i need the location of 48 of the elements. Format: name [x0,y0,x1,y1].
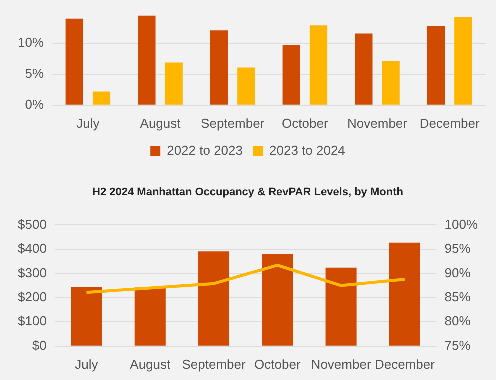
bar [355,34,373,105]
bar [310,26,328,105]
bar [454,17,472,105]
bar [262,254,294,346]
bar [282,45,300,105]
x-tick-label: October [282,116,329,131]
bar [138,16,156,105]
y-tick-label: $200 [18,290,47,304]
x-tick-label: October [254,356,302,372]
x-tick-label: July [76,116,100,131]
x-tick-label: August [130,356,171,372]
legend-label: 2022 to 2023 [167,143,243,158]
bar [326,268,357,346]
y-tick-label: $100 [18,314,47,329]
x-tick-label: November [348,116,408,131]
y-tick-label: $0 [32,338,47,353]
x-tick-label: July [75,356,99,372]
x-tick-label: November [311,356,372,372]
bar [92,92,111,105]
bar [134,288,166,346]
y2-tick-label: 95% [444,241,472,256]
bar [427,26,446,105]
bar [382,62,400,105]
y-tick-label: 0% [25,96,44,112]
y2-tick-label: 100% [444,216,478,232]
y-tick-label: 10% [18,35,44,50]
y-tick-label: $400 [18,241,47,256]
x-tick-label: September [201,116,266,131]
y2-tick-label: 85% [444,290,472,304]
x-tick-label: December [420,116,480,131]
bar [66,18,84,105]
y2-tick-label: 80% [444,314,472,329]
bar [389,242,420,346]
bar [210,30,228,105]
x-tick-label: August [140,116,182,131]
y2-tick-label: 75% [444,338,472,353]
y-tick-label: 5% [25,66,44,82]
x-tick-label: September [182,356,246,372]
x-tick-label: December [374,356,436,372]
legend-label: 2023 to 2024 [270,143,346,158]
bar [71,287,102,346]
y-tick-label: $500 [18,216,47,232]
y2-tick-label: 90% [444,265,472,280]
y-tick-label: $300 [18,265,47,280]
bar [238,68,256,105]
bar [165,62,183,105]
chart-title: H2 2024 Manhattan Occupancy & RevPAR Levels, by Month [92,186,404,199]
bar [198,252,230,346]
